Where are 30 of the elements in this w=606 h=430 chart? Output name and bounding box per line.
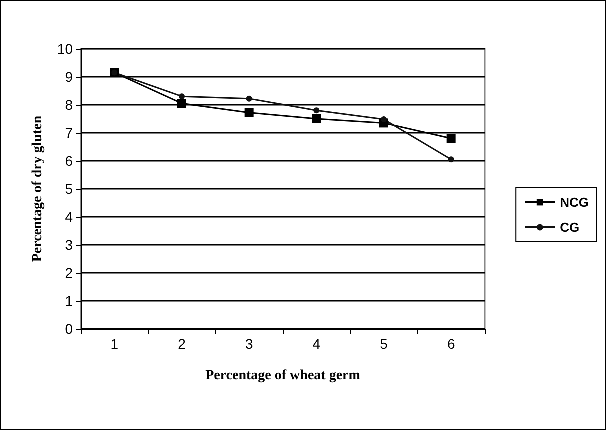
point bbox=[314, 108, 320, 114]
y-tick-label: 5 bbox=[65, 181, 74, 197]
y-tick-label: 4 bbox=[65, 209, 74, 225]
y-axis-title: Percentage of dry gluten bbox=[30, 116, 46, 262]
x-tick-label: 5 bbox=[380, 336, 388, 352]
y-tick-label: 8 bbox=[65, 97, 74, 113]
point bbox=[246, 96, 252, 102]
x-tick-label: 2 bbox=[178, 336, 186, 352]
point bbox=[381, 116, 387, 123]
point bbox=[179, 94, 185, 100]
x-tick-label: 6 bbox=[447, 336, 456, 352]
x-tick-label: 4 bbox=[312, 336, 321, 352]
y-tick-label: 6 bbox=[65, 153, 74, 169]
point bbox=[178, 99, 186, 108]
point bbox=[312, 114, 322, 124]
x-axis-title: Percentage of wheat germ bbox=[206, 368, 361, 384]
x-tick-label: 1 bbox=[110, 336, 119, 352]
y-tick-label: 9 bbox=[65, 69, 74, 85]
point bbox=[446, 134, 456, 144]
y-tick-label: 2 bbox=[65, 265, 74, 281]
y-tick-label: 7 bbox=[65, 125, 74, 141]
legend-label: CG bbox=[560, 220, 580, 235]
legend-label: NCG bbox=[560, 195, 589, 210]
point bbox=[244, 108, 254, 118]
x-tick-label: 3 bbox=[245, 336, 254, 352]
y-tick-label: 10 bbox=[57, 41, 74, 57]
y-tick-label: 0 bbox=[65, 321, 74, 337]
y-tick-label: 1 bbox=[65, 293, 74, 309]
y-tick-label: 3 bbox=[65, 237, 74, 253]
point bbox=[448, 156, 454, 163]
